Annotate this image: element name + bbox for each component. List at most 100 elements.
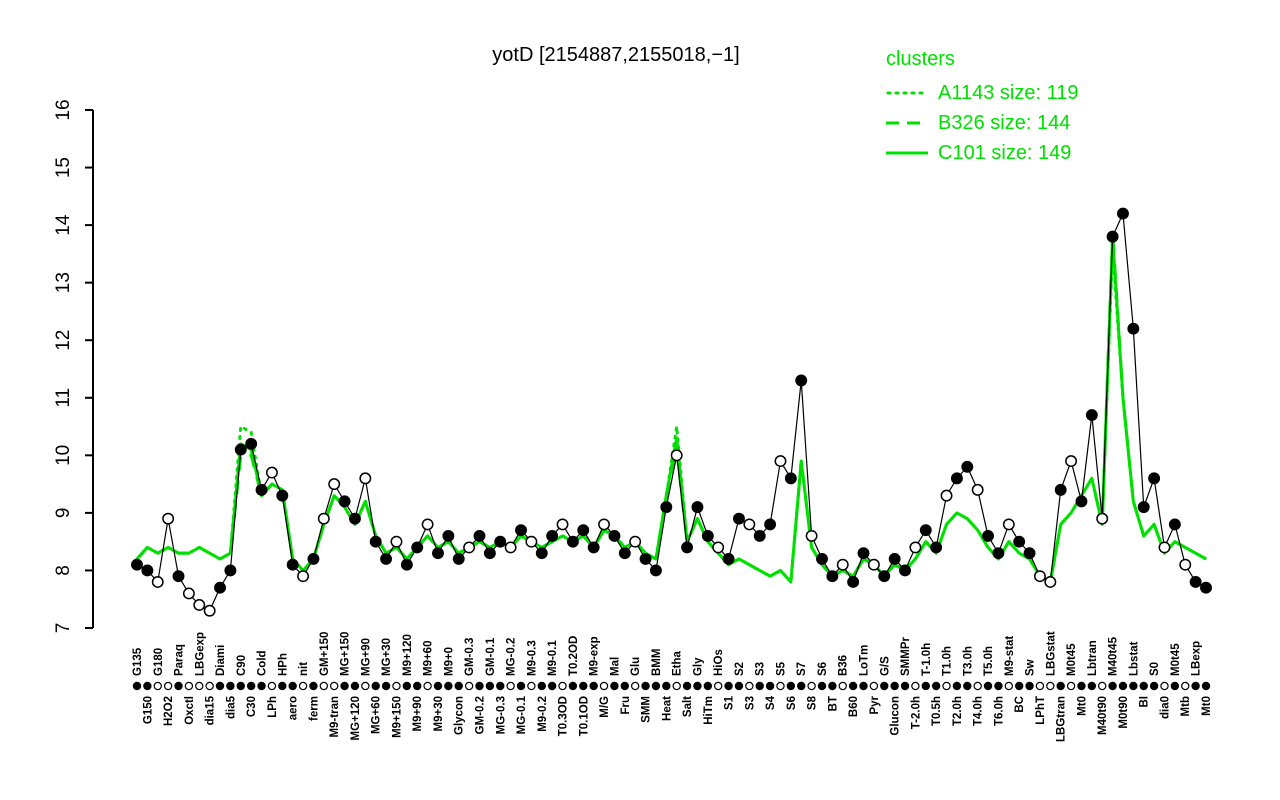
x-tick-label: Diami bbox=[215, 645, 227, 676]
condition-dot bbox=[1181, 681, 1190, 691]
x-tick-label: MG+60 bbox=[371, 696, 383, 734]
condition-dot bbox=[838, 681, 847, 691]
expression-line bbox=[136, 211, 1207, 612]
data-point bbox=[587, 541, 600, 554]
x-tick-label: T3.0h bbox=[962, 646, 974, 676]
x-tick-label: MG-0.1 bbox=[516, 695, 528, 734]
data-point bbox=[432, 547, 444, 560]
data-point bbox=[515, 524, 527, 537]
x-tick-label: BI bbox=[1139, 696, 1151, 708]
x-tick-label: T4.0h bbox=[973, 696, 985, 726]
data-point bbox=[950, 472, 963, 485]
data-point bbox=[618, 547, 631, 560]
data-point bbox=[452, 552, 465, 565]
condition-dot bbox=[848, 681, 858, 691]
data-point bbox=[764, 518, 777, 531]
data-point bbox=[307, 552, 320, 565]
x-tick-label: M/G bbox=[599, 696, 611, 718]
condition-dot bbox=[724, 681, 733, 691]
x-tick-label: nit bbox=[298, 662, 310, 676]
x-tick-label: T0.3OD bbox=[558, 696, 570, 736]
x-axis-labels: G135 G150 G180 H2O2 Paraq Oxctl LBGexp dia15 Dia… bbox=[132, 631, 1213, 742]
data-point bbox=[442, 529, 455, 542]
condition-dot bbox=[496, 681, 505, 691]
condition-dot bbox=[506, 681, 515, 691]
data-point bbox=[660, 501, 673, 514]
y-tick-label: 16 bbox=[53, 99, 74, 120]
data-point bbox=[992, 547, 1005, 560]
data-point bbox=[131, 558, 143, 571]
data-point bbox=[1023, 547, 1036, 560]
condition-dot bbox=[423, 681, 432, 691]
condition-dot bbox=[340, 681, 349, 691]
x-tick-label: B36 bbox=[838, 655, 850, 676]
x-tick-label: S4 bbox=[765, 695, 777, 710]
x-tick-label: Gly bbox=[692, 657, 704, 676]
condition-dot bbox=[475, 681, 484, 691]
x-tick-label: M0t45 bbox=[1170, 643, 1182, 676]
data-point bbox=[338, 495, 351, 508]
data-point bbox=[1158, 541, 1171, 554]
condition-dot bbox=[153, 681, 162, 691]
x-tick-label: G/S bbox=[879, 656, 891, 676]
x-tick-label: Lbstat bbox=[1128, 641, 1140, 676]
data-point bbox=[847, 576, 860, 588]
condition-dot bbox=[641, 681, 650, 691]
condition-dot bbox=[983, 681, 993, 691]
x-tick-label: S2 bbox=[734, 662, 746, 676]
condition-dot bbox=[246, 681, 256, 691]
x-tick-label: SMM bbox=[641, 696, 653, 723]
x-tick-label: T-1.0h bbox=[921, 643, 933, 676]
chart-title: yotD [2154887,2155018,−1] bbox=[492, 44, 740, 66]
condition-dot bbox=[547, 681, 557, 691]
data-point bbox=[535, 547, 548, 560]
data-point bbox=[566, 535, 579, 548]
condition-dot bbox=[1170, 681, 1180, 691]
data-point bbox=[1033, 570, 1046, 583]
x-tick-label: MG-0.2 bbox=[506, 638, 518, 676]
condition-dot bbox=[537, 681, 546, 691]
data-point bbox=[1096, 512, 1109, 525]
x-tick-label: M9+90 bbox=[412, 696, 424, 731]
condition-dot bbox=[527, 681, 536, 691]
cluster-line-dashed bbox=[135, 229, 1207, 584]
data-point bbox=[1168, 518, 1181, 531]
x-tick-label: LPh bbox=[267, 696, 279, 718]
x-tick-label: M40t45 bbox=[1108, 636, 1120, 676]
x-tick-label: S8 bbox=[807, 695, 819, 710]
condition-dot bbox=[921, 681, 930, 691]
condition-dot bbox=[1035, 681, 1045, 691]
y-tick-label: 10 bbox=[53, 445, 74, 466]
data-point bbox=[286, 558, 299, 571]
condition-dot bbox=[911, 681, 920, 691]
condition-dot bbox=[298, 681, 308, 691]
data-point bbox=[701, 529, 714, 542]
data-point bbox=[608, 529, 621, 542]
x-tick-label: MG-0.3 bbox=[495, 696, 507, 734]
x-tick-label: GM+150 bbox=[319, 632, 331, 676]
data-point bbox=[421, 518, 434, 531]
condition-dot bbox=[516, 681, 526, 691]
data-point bbox=[1075, 495, 1088, 508]
data-point bbox=[349, 512, 361, 525]
data-point bbox=[172, 570, 185, 583]
data-point bbox=[1127, 322, 1140, 335]
data-point bbox=[1002, 518, 1015, 531]
x-tick-label: GM-0.3 bbox=[464, 638, 476, 676]
condition-dot bbox=[1139, 681, 1148, 691]
data-point bbox=[577, 524, 590, 537]
data-point bbox=[1137, 501, 1150, 514]
condition-dot bbox=[558, 681, 567, 691]
condition-dot bbox=[1191, 681, 1200, 691]
x-tick-label: T0.1OD bbox=[578, 696, 590, 736]
x-tick-label: Glucon bbox=[890, 696, 902, 736]
data-point bbox=[1200, 581, 1212, 594]
y-tick-label: 14 bbox=[53, 214, 74, 236]
condition-dot bbox=[226, 681, 235, 691]
x-tick-label: G180 bbox=[153, 648, 165, 676]
data-point bbox=[151, 576, 164, 588]
data-point bbox=[1054, 483, 1067, 496]
data-point bbox=[1179, 558, 1192, 571]
x-tick-label: Pyr bbox=[869, 695, 881, 714]
x-tick-label: BC bbox=[1014, 696, 1026, 713]
